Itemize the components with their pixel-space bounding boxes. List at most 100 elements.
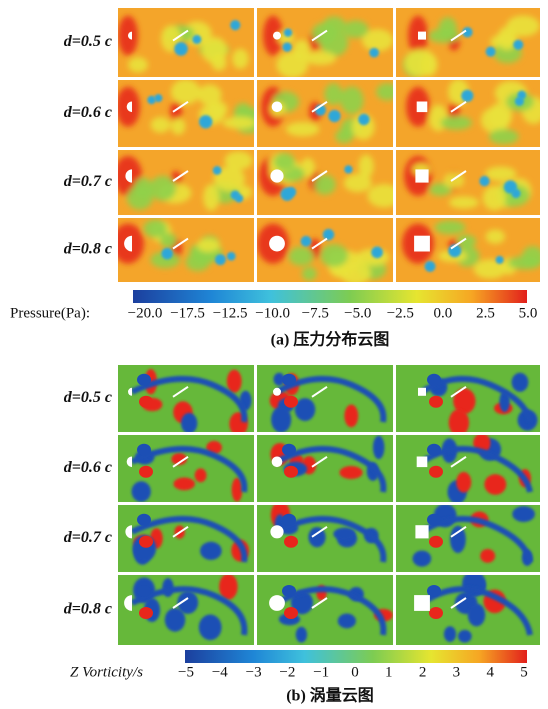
blob: [289, 247, 314, 266]
vortex: [429, 396, 443, 408]
vortex: [427, 374, 441, 386]
blob: [405, 49, 436, 77]
body: [417, 102, 428, 113]
vortex: [282, 374, 296, 386]
vortex: [427, 514, 441, 526]
row-label: d=0.8 c: [64, 601, 112, 618]
row-label: d=0.7 c: [64, 173, 112, 190]
field: [396, 365, 540, 436]
vortex: [480, 549, 495, 563]
row-label: d=0.8 c: [64, 241, 112, 258]
vortex-core: [230, 20, 240, 30]
body: [273, 32, 281, 40]
blob: [198, 84, 222, 105]
vortex: [429, 536, 443, 548]
body: [272, 102, 283, 113]
blob: [320, 244, 348, 267]
field: [396, 150, 540, 215]
body: [270, 169, 283, 182]
vortex-core: [511, 189, 520, 198]
vortex: [449, 409, 469, 436]
vortex-core: [425, 261, 436, 272]
vortex-core: [358, 114, 369, 125]
blob: [343, 21, 369, 39]
blob: [286, 122, 319, 136]
contour-cell: [118, 365, 254, 436]
blob: [149, 176, 176, 201]
blob: [276, 52, 308, 78]
field: [396, 218, 544, 282]
blob: [128, 57, 148, 72]
contour-cell: [396, 504, 540, 572]
contour-cell: [257, 8, 393, 78]
vortex: [139, 466, 153, 478]
body: [418, 388, 426, 396]
vortex: [284, 536, 298, 548]
vortex: [427, 444, 441, 456]
body: [270, 525, 283, 538]
vortex: [484, 474, 506, 495]
vortex: [413, 551, 432, 567]
colorbar-tick-label: −17.5: [170, 305, 205, 321]
contour-cell: [257, 365, 393, 433]
blob: [340, 86, 363, 114]
contour-cell: [257, 501, 393, 572]
vortex: [173, 477, 194, 490]
blob: [486, 230, 505, 244]
vortex: [468, 603, 485, 626]
contour-cell: [257, 575, 393, 645]
vortex: [282, 585, 296, 597]
contour-cell: [114, 150, 254, 215]
field: [257, 150, 401, 215]
contour-cell: [257, 218, 393, 285]
blob: [274, 153, 295, 171]
blob: [485, 167, 516, 182]
vortex-core: [192, 35, 201, 44]
vortex: [456, 472, 471, 493]
caption: (b) 涡量云图: [286, 687, 374, 705]
vortex-core: [461, 90, 473, 102]
field: [257, 501, 393, 572]
vortex: [137, 374, 151, 386]
vortex: [165, 608, 186, 632]
vortex: [271, 406, 291, 432]
field: [396, 79, 545, 147]
blob: [203, 184, 219, 211]
vortex-core: [513, 40, 523, 50]
vortex-core: [215, 254, 226, 265]
colorbar-tick-label: 1: [385, 664, 393, 680]
blob: [508, 256, 541, 269]
colorbar-tick-label: −5: [178, 664, 194, 680]
vortex-core: [328, 110, 340, 122]
vortex: [282, 444, 296, 456]
vortex-core: [323, 229, 334, 240]
contour-cell: [118, 8, 254, 77]
vortex-core: [371, 247, 383, 259]
vortex: [344, 404, 358, 427]
vortex: [333, 528, 355, 541]
colorbar-tick-label: −4: [212, 664, 228, 680]
colorbar-tick-label: −2: [279, 664, 295, 680]
vortex-core: [515, 97, 524, 106]
contour-cell: [257, 80, 398, 147]
colorbar-tick-label: −3: [246, 664, 262, 680]
blob: [435, 220, 466, 234]
vortex: [338, 614, 356, 629]
blob: [151, 117, 171, 133]
vortex-core: [301, 236, 312, 247]
colorbar-tick-label: −5.0: [344, 305, 371, 321]
vortex-core: [486, 47, 496, 57]
colorbar-tick-label: 5: [520, 664, 528, 680]
blob: [456, 235, 476, 248]
vortex: [284, 466, 298, 478]
blob: [232, 49, 248, 69]
blob: [171, 118, 186, 135]
colorbar-tick-label: −10.0: [255, 305, 290, 321]
colorbar-tick-label: −20.0: [128, 305, 163, 321]
vortex: [512, 506, 535, 522]
vortex: [137, 444, 151, 456]
vortex-core: [154, 94, 162, 102]
contour-cell: [396, 365, 540, 436]
vortex: [429, 466, 443, 478]
field: [257, 8, 393, 78]
